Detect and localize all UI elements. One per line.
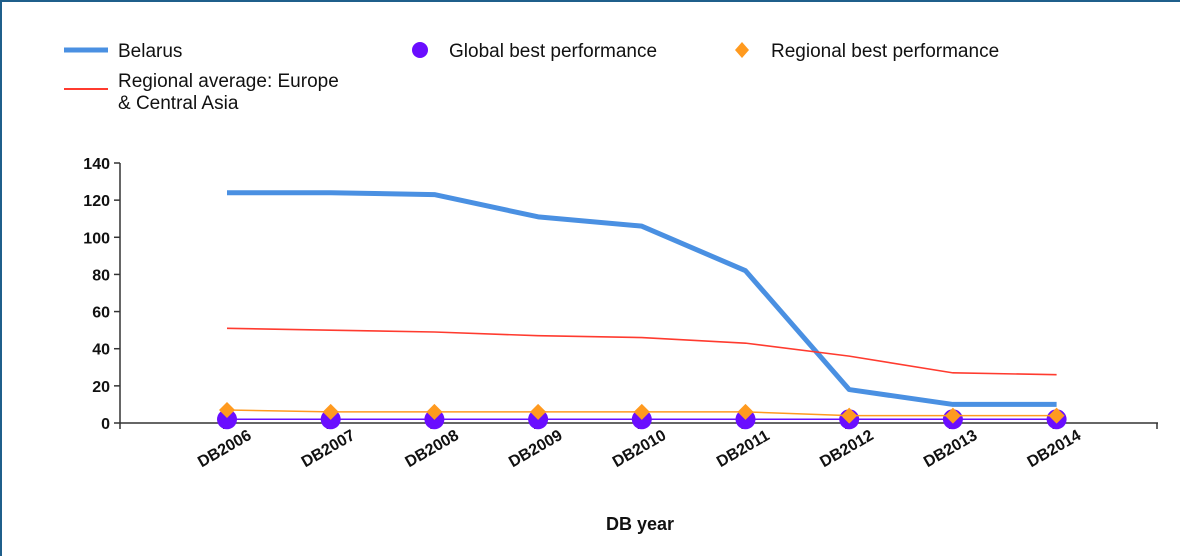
- x-tick-label: DB2007: [299, 427, 358, 471]
- x-tick-label: DB2013: [921, 427, 980, 471]
- x-tick-label: DB2011: [714, 427, 773, 471]
- y-tick-label: 80: [92, 267, 110, 284]
- x-tick-label: DB2014: [1025, 427, 1084, 471]
- data-point: [633, 403, 650, 420]
- legend-label: Belarus: [118, 41, 182, 62]
- data-point: [530, 403, 547, 420]
- y-tick-label: 20: [92, 379, 110, 396]
- y-tick-label: 100: [83, 230, 110, 247]
- x-tick-label: DB2012: [817, 427, 876, 471]
- data-point: [944, 407, 961, 424]
- x-tick-label: DB2006: [195, 427, 254, 471]
- x-tick-label: DB2010: [610, 427, 669, 471]
- y-tick-label: 140: [83, 156, 110, 173]
- legend-label: Global best performance: [449, 41, 657, 62]
- legend: Belarus Global best performance Regional b…: [64, 41, 999, 114]
- legend-swatch: [412, 42, 428, 58]
- x-axis-title: DB year: [606, 514, 674, 534]
- legend-label: Regional best performance: [771, 41, 999, 62]
- series-regional-average-europe-central-asia: [226, 327, 1057, 376]
- data-point: [219, 402, 235, 418]
- data-point: [1048, 407, 1065, 424]
- y-tick-label: 0: [101, 416, 110, 433]
- data-point: [322, 403, 339, 420]
- y-tick-label: 120: [83, 193, 110, 210]
- series-line: [227, 190, 1057, 407]
- y-tick-label: 40: [92, 342, 110, 359]
- legend-label: Regional average: Europe: [118, 71, 339, 92]
- x-tick-label: DB2008: [402, 427, 461, 471]
- axes: 0 20 40 60 80 100 120 140 DB2006 DB2007 DB2008 DB20…: [83, 156, 1158, 471]
- data-point: [217, 409, 237, 430]
- legend-swatch: [735, 42, 749, 58]
- series-line: [226, 327, 1057, 376]
- data-point: [737, 403, 754, 420]
- x-tick-label: DB2009: [506, 427, 565, 471]
- y-tick-label: 60: [92, 305, 110, 322]
- series-regional-best-performance: [219, 402, 1065, 424]
- legend-label: & Central Asia: [118, 93, 239, 114]
- plot-area: [217, 190, 1067, 430]
- data-point: [426, 403, 443, 420]
- data-point: [841, 407, 858, 424]
- series-belarus: [227, 190, 1057, 407]
